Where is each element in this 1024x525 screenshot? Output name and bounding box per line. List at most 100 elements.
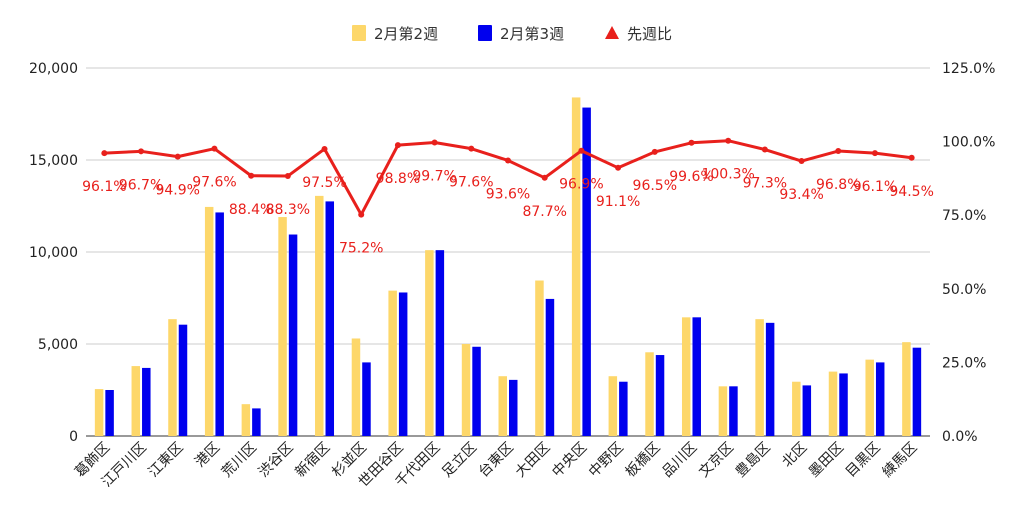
bar-week2 xyxy=(278,217,287,436)
ratio-data-label: 99.6% xyxy=(669,169,713,185)
ratio-data-label: 97.3% xyxy=(743,176,787,192)
bar-week3 xyxy=(288,234,298,436)
bar-week2 xyxy=(828,371,838,436)
x-tick-label: 墨田区 xyxy=(806,440,847,481)
ratio-point xyxy=(394,142,401,149)
ratio-point xyxy=(761,146,768,153)
legend-marker-triangle xyxy=(605,26,619,39)
bar-week3 xyxy=(509,379,518,436)
ratio-point xyxy=(138,148,145,155)
ratio-data-label: 87.7% xyxy=(522,204,566,220)
x-tick-label: 荒川区 xyxy=(219,440,260,481)
bar-week3 xyxy=(252,408,261,436)
bar-week3 xyxy=(765,322,775,436)
ratio-data-label: 88.3% xyxy=(266,202,310,218)
ratio-point xyxy=(358,211,365,218)
ratio-point xyxy=(871,150,878,157)
bar-week2 xyxy=(535,280,544,436)
bar-week2 xyxy=(645,352,654,436)
legend-swatch xyxy=(352,25,366,41)
ratio-data-label: 96.7% xyxy=(119,177,163,193)
bar-week3 xyxy=(875,362,885,436)
ratio-point xyxy=(835,148,842,155)
ratio-data-label: 100.3% xyxy=(701,167,754,183)
bar-week3 xyxy=(105,390,114,436)
bar-week2 xyxy=(608,376,618,436)
bar-week3 xyxy=(912,347,922,436)
right-y-axis: 0.0% 25.0% 50.0% 75.0% 100.0% 125.0% xyxy=(942,61,995,445)
bar-week2 xyxy=(351,338,361,436)
x-tick-label: 新宿区 xyxy=(292,439,334,481)
bar-week3 xyxy=(215,212,224,436)
ratio-data-label: 98.8% xyxy=(376,171,420,187)
bar-week3 xyxy=(802,385,812,436)
x-tick-label: 品川区 xyxy=(659,440,700,481)
ratio-line xyxy=(101,137,915,218)
left-y-tick-label: 15,000 xyxy=(29,153,78,169)
bar-week3 xyxy=(398,292,408,436)
bar-week2 xyxy=(792,381,801,436)
ratio-point xyxy=(431,139,438,146)
ratio-data-label: 97.6% xyxy=(449,175,493,191)
ratio-data-label: 93.4% xyxy=(779,187,823,203)
ratio-data-label: 88.4% xyxy=(229,202,273,218)
ratio-data-label: 93.6% xyxy=(486,186,530,202)
bars xyxy=(94,97,922,436)
ratio-data-label: 96.9% xyxy=(559,177,603,193)
ratio-data-label: 94.9% xyxy=(155,183,199,199)
left-y-tick-label: 0 xyxy=(69,429,78,445)
bar-week2 xyxy=(94,389,104,436)
x-tick-label: 足立区 xyxy=(439,440,480,481)
left-y-tick-label: 20,000 xyxy=(29,61,78,77)
ratio-data-label: 96.1% xyxy=(82,179,126,195)
ratio-data-label: 96.1% xyxy=(853,179,897,195)
bar-week2 xyxy=(755,319,764,436)
ratio-point xyxy=(211,145,218,152)
x-tick-label: 大田区 xyxy=(513,440,554,481)
bar-week3 xyxy=(655,355,665,436)
bar-week2 xyxy=(681,317,691,436)
x-tick-label: 中野区 xyxy=(586,440,627,481)
bar-week3 xyxy=(435,250,445,436)
right-y-tick-label: 25.0% xyxy=(942,355,986,371)
bar-week2 xyxy=(571,97,581,436)
ratio-point xyxy=(248,172,255,179)
ratio-point xyxy=(174,153,181,160)
x-tick-label: 板橋区 xyxy=(623,440,664,481)
ratio-point xyxy=(798,158,805,165)
ratio-point xyxy=(321,145,328,152)
ratio-point xyxy=(541,174,548,181)
ratio-point xyxy=(908,154,915,161)
bar-week3 xyxy=(692,317,701,436)
right-y-tick-label: 125.0% xyxy=(942,61,995,77)
bar-week2 xyxy=(241,404,251,436)
ratio-point xyxy=(284,173,291,180)
bar-week3 xyxy=(178,324,188,436)
right-y-tick-label: 50.0% xyxy=(942,282,986,298)
ratio-point xyxy=(651,148,658,155)
bar-week2 xyxy=(168,319,177,436)
ratio-point xyxy=(578,147,585,154)
ratio-point xyxy=(615,164,622,171)
right-y-tick-label: 75.0% xyxy=(942,208,986,224)
bar-week3 xyxy=(729,386,738,436)
x-tick-label: 目黒区 xyxy=(843,440,884,481)
bar-week2 xyxy=(388,290,397,436)
ratio-point xyxy=(725,137,732,144)
bar-week2 xyxy=(425,250,434,436)
ratio-data-label: 97.5% xyxy=(302,175,346,191)
bar-week3 xyxy=(142,367,151,436)
ratio-data-label: 75.2% xyxy=(339,241,383,257)
ratio-data-label: 99.7% xyxy=(412,168,456,184)
left-y-axis: 0 5,000 10,000 15,000 20,000 xyxy=(29,61,78,445)
legend-label: 先週比 xyxy=(627,25,672,43)
ratio-point xyxy=(505,157,511,164)
left-y-tick-label: 5,000 xyxy=(38,337,78,353)
legend-label: 2月第2週 xyxy=(374,25,438,43)
ratio-point xyxy=(101,150,108,157)
x-tick-label: 練馬区 xyxy=(879,440,920,481)
legend-label: 2月第3週 xyxy=(500,25,564,43)
bar-week2 xyxy=(461,344,471,436)
